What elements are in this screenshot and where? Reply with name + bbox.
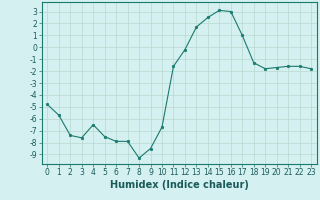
X-axis label: Humidex (Indice chaleur): Humidex (Indice chaleur) xyxy=(110,180,249,190)
